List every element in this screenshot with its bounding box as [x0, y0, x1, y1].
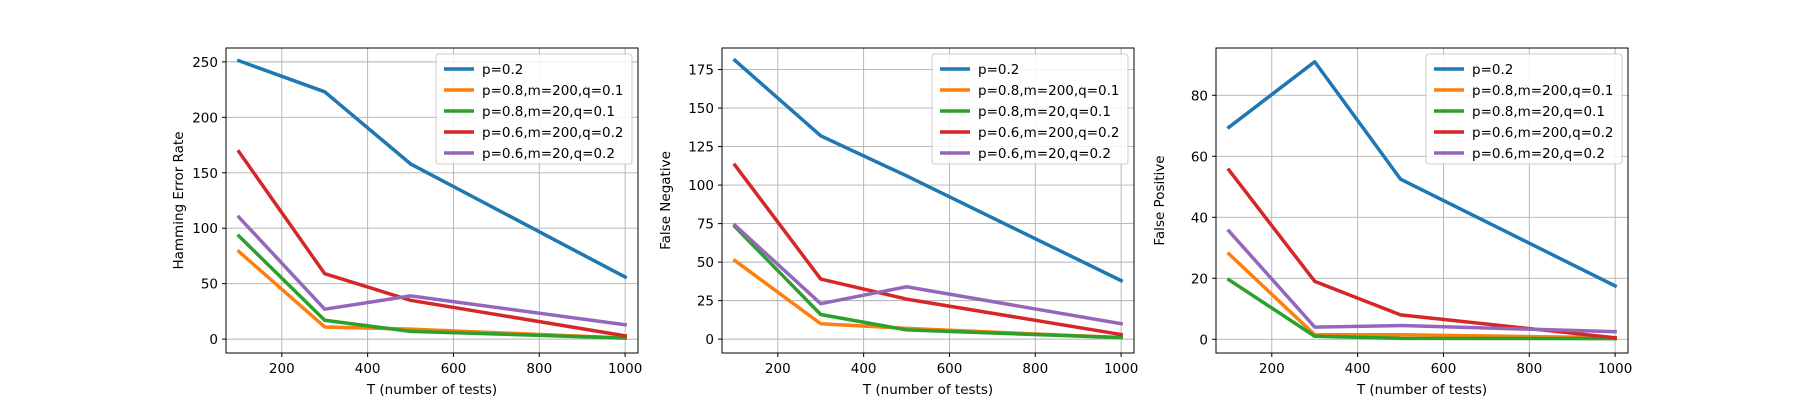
x-tick-label: 800: [1022, 361, 1048, 377]
legend-entry-label: p=0.8,m=200,q=0.1: [1472, 83, 1614, 99]
legend-box: [931, 53, 1129, 165]
axes-frame: [225, 47, 639, 354]
legend-entry-label: p=0.8,m=20,q=0.1: [482, 104, 615, 120]
y-tick-label: 100: [192, 221, 218, 237]
series-line-1: [236, 58, 628, 280]
x-tick-label: 600: [1431, 361, 1457, 377]
y-tick-label: 50: [201, 277, 218, 293]
x-tick-label: 200: [269, 361, 295, 377]
chart-panel-1: 200 400 600 800 1000 0 50 100 150 200 250 T (number…: [171, 47, 642, 398]
x-tick-label: 1000: [1104, 361, 1138, 377]
legend-box: [1425, 53, 1623, 165]
legend-entry-label: p=0.2: [978, 62, 1019, 78]
y-tick-label: 125: [688, 140, 714, 156]
y-tick-label: 50: [697, 255, 714, 271]
x-tick-label: 400: [851, 361, 877, 377]
y-tick-label: 20: [1191, 271, 1208, 287]
series-line-1: [732, 57, 1124, 283]
x-tick-label: 800: [1516, 361, 1542, 377]
series-line-4: [732, 162, 1124, 337]
series-line-4: [236, 149, 628, 338]
y-tick-label: 0: [209, 332, 218, 348]
chart-panel-3: 200 400 600 800 1000 0 20 40 60 80 T (number of te…: [1152, 47, 1632, 398]
legend-entry-label: p=0.8,m=200,q=0.1: [978, 83, 1120, 99]
y-axis-label: False Negative: [658, 151, 674, 250]
legend-entry-label: p=0.6,m=200,q=0.2: [482, 125, 624, 141]
legend-entry-label: p=0.6,m=200,q=0.2: [978, 125, 1120, 141]
legend-entry-label: p=0.2: [482, 62, 523, 78]
x-tick-label: 400: [355, 361, 381, 377]
legend-entry-label: p=0.6,m=20,q=0.2: [1472, 146, 1605, 162]
legend: p=0.2 p=0.8,m=200,q=0.1 p=0.8,m=20,q=0.1 p=…: [931, 53, 1129, 165]
series-line-4: [1226, 167, 1618, 340]
x-tick-label: 800: [526, 361, 552, 377]
y-tick-label: 0: [705, 332, 714, 348]
x-tick-label: 600: [937, 361, 963, 377]
y-tick-label: 0: [1199, 332, 1208, 348]
x-tick-label: 200: [765, 361, 791, 377]
legend-entry-label: p=0.6,m=200,q=0.2: [1472, 125, 1614, 141]
y-tick-label: 40: [1191, 210, 1208, 226]
x-tick-label: 1000: [608, 361, 642, 377]
x-tick-label: 1000: [1598, 361, 1632, 377]
series-line-2: [1226, 251, 1617, 340]
x-tick-label: 200: [1259, 361, 1285, 377]
y-tick-label: 60: [1191, 149, 1208, 165]
axes-frame: [1215, 47, 1629, 354]
x-axis-label: T (number of tests): [1356, 382, 1487, 398]
legend-entry-label: p=0.8,m=200,q=0.1: [482, 83, 624, 99]
series-line-3: [732, 224, 1123, 340]
x-axis-label: T (number of tests): [366, 382, 497, 398]
y-tick-label: 200: [192, 110, 218, 126]
y-tick-label: 25: [697, 294, 714, 310]
x-tick-label: 400: [1345, 361, 1371, 377]
y-tick-label: 75: [697, 217, 714, 233]
y-tick-label: 100: [688, 178, 714, 194]
series-line-3: [236, 233, 627, 340]
chart-panel-2: 200 400 600 800 1000 0 25 50 75 100 125 150 175 T (nu…: [658, 47, 1138, 398]
y-tick-label: 175: [688, 63, 714, 79]
y-tick-label: 150: [192, 166, 218, 182]
x-tick-label: 600: [441, 361, 467, 377]
y-axis-label: False Positive: [1152, 155, 1168, 245]
series-line-1: [1226, 59, 1618, 289]
y-tick-label: 250: [192, 55, 218, 71]
y-tick-label: 150: [688, 101, 714, 117]
legend-box: [435, 53, 633, 165]
legend-entry-label: p=0.6,m=20,q=0.2: [482, 146, 615, 162]
series-line-5: [236, 214, 628, 327]
legend: p=0.2 p=0.8,m=200,q=0.1 p=0.8,m=20,q=0.1 p=…: [1425, 53, 1623, 165]
series-line-5: [1226, 228, 1617, 334]
axes-frame: [721, 47, 1135, 354]
legend-entry-label: p=0.2: [1472, 62, 1513, 78]
y-tick-label: 80: [1191, 88, 1208, 104]
legend-entry-label: p=0.8,m=20,q=0.1: [978, 104, 1111, 120]
y-axis-label: Hamming Error Rate: [171, 131, 187, 269]
legend-entry-label: p=0.8,m=20,q=0.1: [1472, 104, 1605, 120]
series-line-3: [1226, 277, 1617, 341]
legend-entry-label: p=0.6,m=20,q=0.2: [978, 146, 1111, 162]
series-line-5: [732, 222, 1124, 326]
legend: p=0.2 p=0.8,m=200,q=0.1 p=0.8,m=20,q=0.1 p=…: [435, 53, 633, 165]
x-axis-label: T (number of tests): [862, 382, 993, 398]
